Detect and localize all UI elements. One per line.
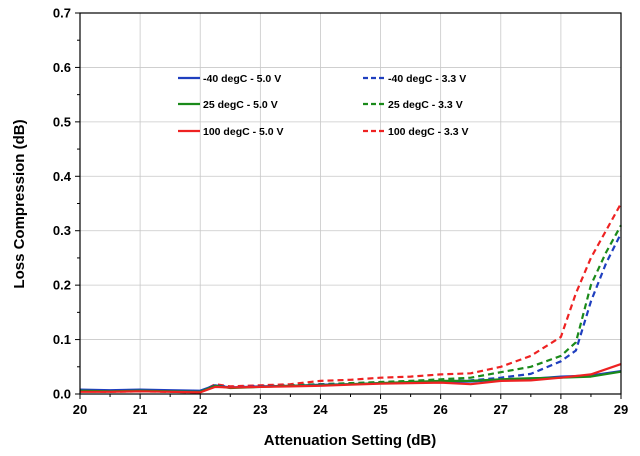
x-tick-label: 29 [614,402,628,417]
x-tick-label: 25 [373,402,387,417]
x-axis-ticks: 20 21 22 23 24 25 26 27 28 29 [73,394,628,417]
x-tick-label: 21 [133,402,147,417]
y-tick-label: 0.5 [53,114,71,129]
legend: -40 degC - 5.0 V 25 degC - 5.0 V 100 degC … [178,73,469,138]
x-axis-label: Attenuation Setting (dB) [264,432,436,449]
y-tick-label: 0.6 [53,60,71,75]
legend-label: 100 degC - 5.0 V [203,126,284,138]
x-tick-label: 24 [313,402,328,417]
legend-label: 100 degC - 3.3 V [388,126,469,138]
legend-label: -40 degC - 3.3 V [388,73,466,85]
x-tick-label: 27 [494,402,508,417]
x-tick-label: 20 [73,402,87,417]
x-tick-label: 28 [554,402,568,417]
grid [80,13,621,394]
y-tick-label: 0.7 [53,6,71,21]
series-layer [79,202,622,394]
legend-label: 25 degC - 3.3 V [388,99,463,111]
x-tick-label: 22 [193,402,207,417]
legend-label: 25 degC - 5.0 V [203,99,278,111]
y-tick-label: 0.3 [53,223,71,238]
y-axis-ticks: 0.0 0.1 0.2 0.3 0.4 0.5 0.6 0.7 [53,6,80,402]
y-axis-label: Loss Compression (dB) [11,119,28,288]
y-tick-label: 0.1 [53,332,71,347]
y-tick-label: 0.4 [53,169,72,184]
y-tick-label: 0.2 [53,278,71,293]
series-line-100-degc-5-0-v [80,363,622,394]
legend-label: -40 degC - 5.0 V [203,73,281,85]
x-tick-label: 26 [433,402,447,417]
y-tick-label: 0.0 [53,387,71,402]
x-tick-label: 23 [253,402,267,417]
